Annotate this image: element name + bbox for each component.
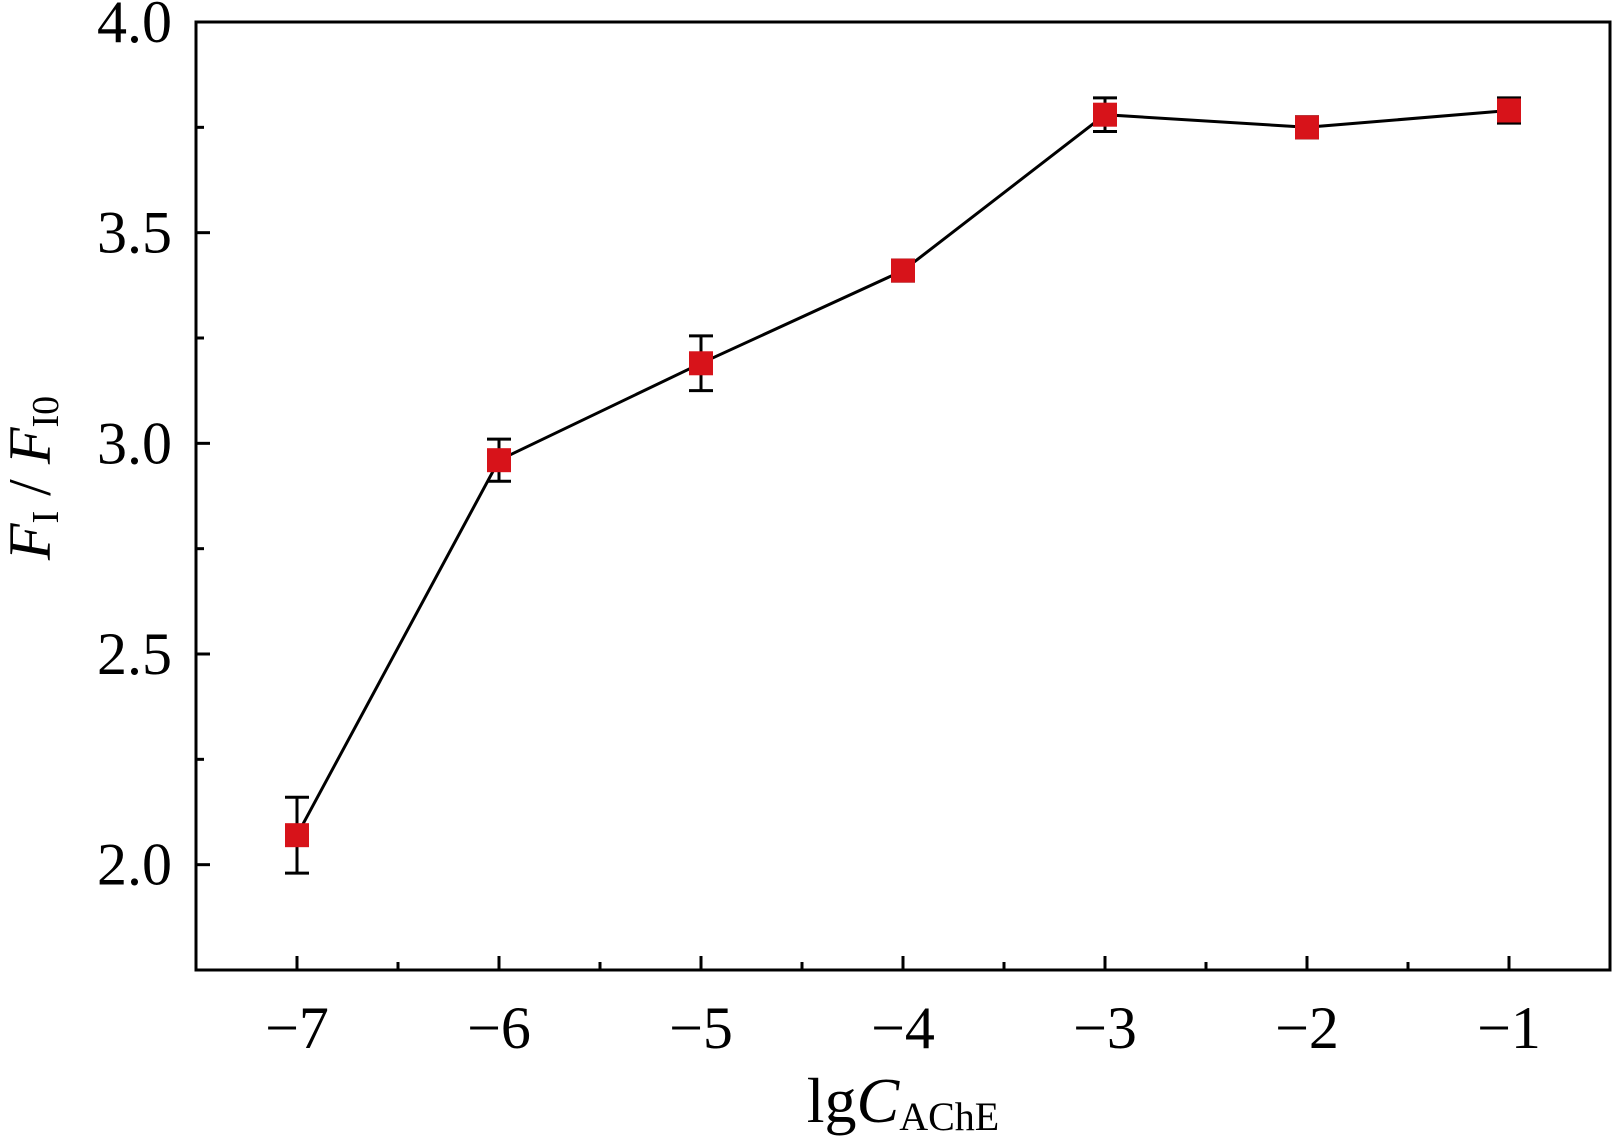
y-axis-title: FI / FI0 xyxy=(0,396,67,561)
x-tick-label: −7 xyxy=(265,995,329,1061)
x-tick-label: −4 xyxy=(871,995,935,1061)
y-axis-title-den-sub: I0 xyxy=(25,396,67,428)
data-point xyxy=(1093,102,1117,127)
data-point xyxy=(285,823,309,848)
x-tick-label: −5 xyxy=(669,995,733,1061)
x-axis-title-italic: C xyxy=(857,1065,901,1136)
y-tick-label: 4.0 xyxy=(97,0,172,55)
plot-frame xyxy=(194,20,1612,972)
data-point xyxy=(891,258,915,283)
x-tick-label: −2 xyxy=(1275,995,1339,1061)
x-tick-label: −3 xyxy=(1073,995,1137,1061)
y-tick-label: 3.0 xyxy=(97,410,172,476)
x-axis-title-sub: AChE xyxy=(899,1094,999,1136)
data-point xyxy=(689,351,713,376)
data-point xyxy=(1295,115,1319,140)
y-tick-label: 3.5 xyxy=(97,200,172,266)
ticks-layer: −7 −6 −5 −4 −3 −2 −1 2.0 2.5 3.0 3.5 4.0 xyxy=(97,0,1541,1061)
y-tick-label: 2.0 xyxy=(97,832,172,898)
series-layer xyxy=(285,96,1521,875)
series-line xyxy=(295,109,1510,836)
y-axis-title-num: F xyxy=(0,522,63,561)
x-tick-label: −6 xyxy=(467,995,531,1061)
x-tick-label: −1 xyxy=(1477,995,1541,1061)
y-axis-title-sep: / xyxy=(0,464,63,511)
y-axis-title-num-sub: I xyxy=(25,511,67,524)
data-point xyxy=(1497,98,1521,123)
x-axis-title: lgCAChE xyxy=(807,1065,999,1136)
x-axis-title-main: lg xyxy=(807,1065,857,1136)
y-axis-title-den: F xyxy=(0,426,63,465)
data-point xyxy=(487,448,511,473)
y-tick-label: 2.5 xyxy=(97,621,172,687)
